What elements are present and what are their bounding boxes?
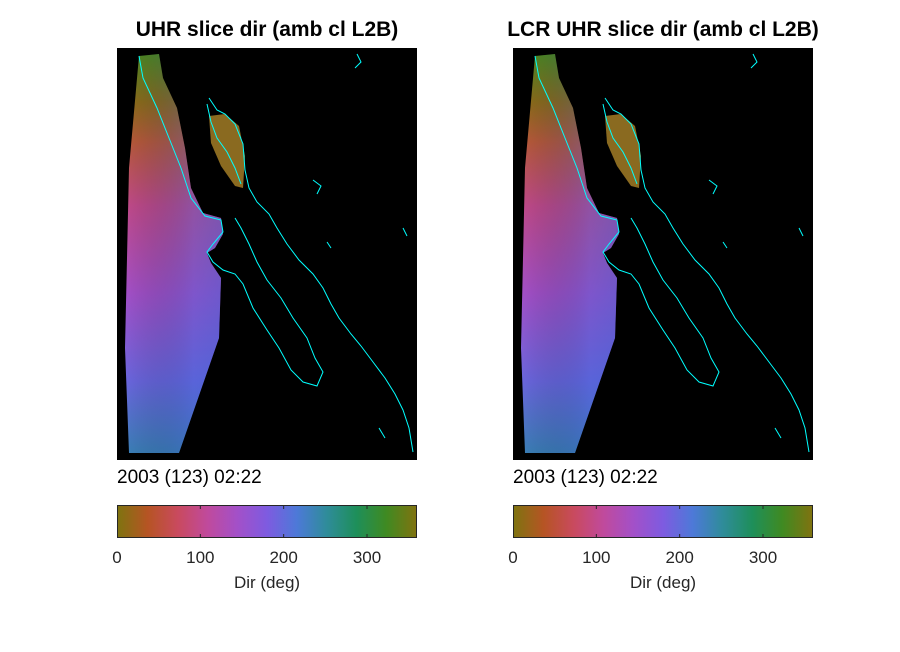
left-panel: UHR slice dir (amb cl L2B) xyxy=(57,0,477,652)
colorbar xyxy=(513,505,813,538)
gulf-patch xyxy=(605,114,641,188)
colorbar-label: Dir (deg) xyxy=(233,573,301,592)
wind-swath xyxy=(521,54,619,453)
map-svg xyxy=(125,53,414,453)
colorbar-tick-label: 300 xyxy=(352,548,382,567)
coastline xyxy=(138,53,414,453)
chart-title: UHR slice dir (amb cl L2B) xyxy=(135,18,399,41)
timestamp: 2003 (123) 02:22 xyxy=(117,467,262,488)
colorbar-tick-label: 200 xyxy=(269,548,298,567)
colorbar xyxy=(117,505,417,538)
colorbar-tick-label: 100 xyxy=(582,548,611,567)
wind-swath xyxy=(125,54,223,453)
map-svg xyxy=(521,53,810,453)
colorbar-tick-label: 100 xyxy=(186,548,215,567)
wind-direction-map xyxy=(513,48,813,460)
colorbar-tick-label: 300 xyxy=(748,548,778,567)
right-panel: LCR UHR slice dir (amb cl L2B) xyxy=(453,0,873,652)
timestamp: 2003 (123) 02:22 xyxy=(513,467,658,488)
colorbar-label: Dir (deg) xyxy=(629,573,697,592)
coastline xyxy=(534,53,810,453)
colorbar-tick-label: 200 xyxy=(665,548,694,567)
colorbar-tick-label: 0 xyxy=(112,548,122,567)
gulf-patch xyxy=(209,114,245,188)
wind-direction-map xyxy=(117,48,417,460)
chart-title: LCR UHR slice dir (amb cl L2B) xyxy=(507,18,819,41)
colorbar-tick-label: 0 xyxy=(508,548,518,567)
